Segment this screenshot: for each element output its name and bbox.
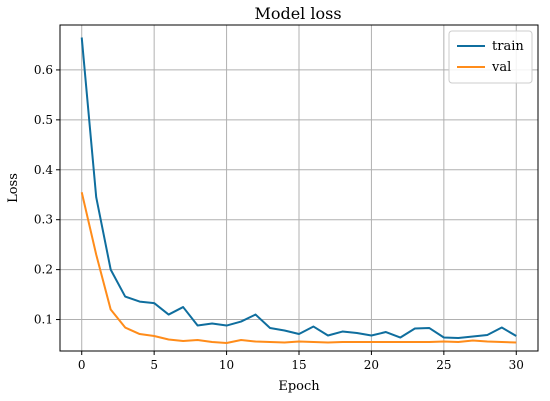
axis-ticks: 0 5 10 15 20 25 30 0.1 0.2 0.3 0.4 0.5 0.6 — [34, 63, 524, 372]
y-tick-label: 0.6 — [34, 63, 53, 77]
y-tick-label: 0.3 — [34, 213, 53, 227]
y-tick-label: 0.4 — [34, 163, 53, 177]
y-tick-label: 0.1 — [34, 313, 53, 327]
series-line-val — [80, 192, 517, 345]
series-lines — [80, 37, 517, 345]
x-tick-label: 15 — [291, 358, 306, 372]
y-tick-label: 0.2 — [34, 263, 53, 277]
y-tick-label: 0.5 — [34, 113, 53, 127]
x-tick-label: 25 — [436, 358, 451, 372]
legend: train val — [448, 30, 533, 84]
x-axis-label: Epoch — [278, 379, 320, 394]
chart-title: Model loss — [254, 4, 341, 23]
series-line-train — [80, 37, 517, 340]
legend-box — [448, 30, 533, 84]
x-tick-label: 10 — [219, 358, 234, 372]
x-tick-label: 30 — [509, 358, 524, 372]
legend-label-val: val — [491, 60, 511, 75]
legend-label-train: train — [492, 39, 524, 54]
x-tick-label: 20 — [364, 358, 379, 372]
x-tick-label: 5 — [150, 358, 158, 372]
y-axis-label: Loss — [6, 173, 21, 203]
x-tick-label: 0 — [78, 358, 86, 372]
